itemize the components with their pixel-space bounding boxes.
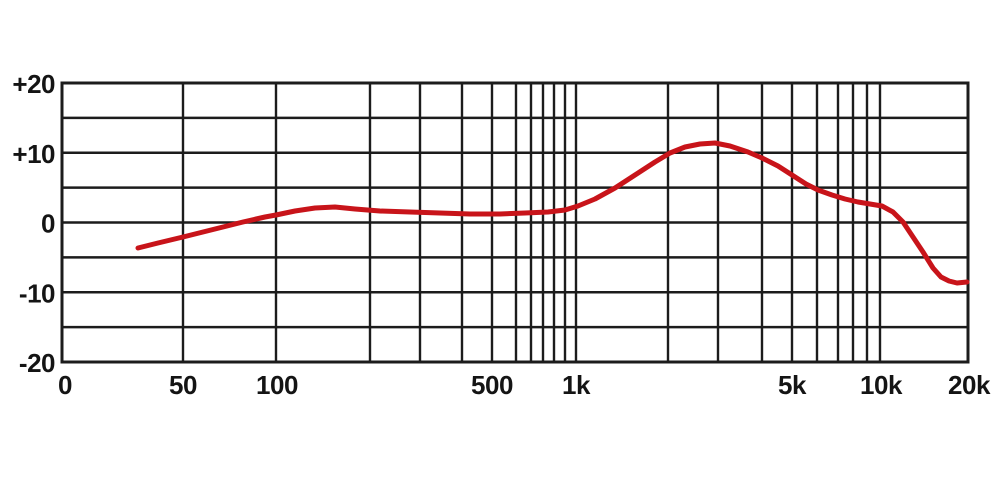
x-tick-label: 5k — [778, 370, 807, 400]
x-tick-label: 10k — [860, 370, 903, 400]
y-tick-label: -10 — [19, 278, 55, 308]
x-tick-label: 20k — [948, 370, 991, 400]
y-tick-label: -20 — [19, 348, 55, 378]
x-tick-label: 500 — [471, 370, 513, 400]
x-tick-label: 50 — [169, 370, 197, 400]
response-curve — [135, 140, 970, 286]
y-tick-label: 0 — [41, 209, 55, 239]
x-tick-label: 0 — [58, 370, 72, 400]
x-tick-label: 100 — [256, 370, 298, 400]
y-tick-label: +10 — [12, 139, 55, 169]
y-tick-label: +20 — [12, 69, 55, 99]
x-tick-label: 1k — [562, 370, 591, 400]
plot-border — [60, 81, 970, 364]
